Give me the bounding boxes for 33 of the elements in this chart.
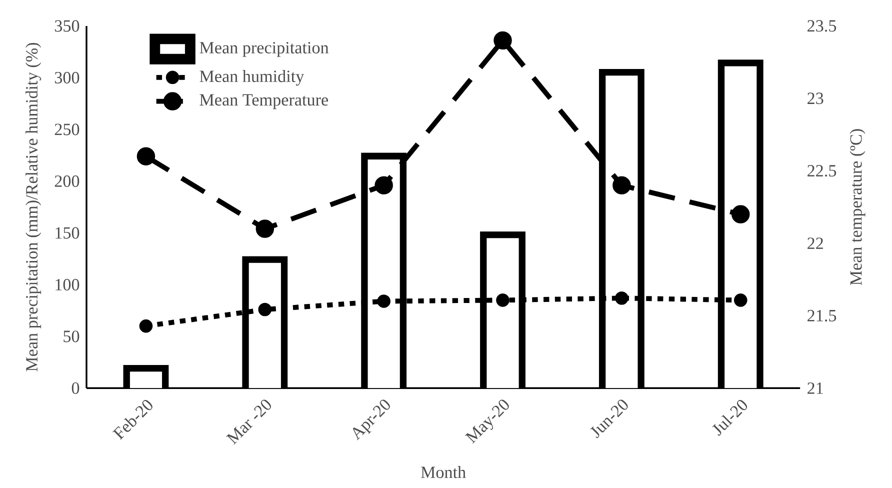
y-tick-label: 50: [64, 330, 80, 342]
y2-tick-label: 21: [808, 382, 823, 394]
point: [734, 293, 748, 307]
point: [136, 147, 156, 166]
point: [256, 220, 274, 238]
point: [615, 291, 628, 305]
y-tick-label: 200: [54, 175, 80, 187]
y-tick-label: 350: [54, 20, 80, 32]
y2-axis-title: Mean temperature (ºC): [850, 129, 866, 286]
y-tick-label: 150: [56, 227, 80, 239]
y-tick-label: 250: [54, 124, 80, 136]
legend-label: Mean Temperature: [200, 94, 328, 110]
point: [139, 319, 153, 333]
y2-tick-label: 23.5: [808, 20, 836, 32]
legend-label: Mean precipitation: [200, 42, 329, 57]
y2-tick-label: 21.5: [808, 310, 836, 322]
y-axis-title: Mean precipitation (mm)/Relative humidity (%): [26, 42, 42, 372]
y-tick-label: 300: [54, 72, 80, 84]
point: [612, 176, 631, 194]
y2-tick-label: 22: [808, 238, 823, 249]
y2-tick-label: 23: [808, 92, 824, 104]
point: [496, 293, 510, 307]
point: [377, 294, 390, 308]
point: [731, 205, 750, 224]
y-tick-label: 0: [72, 382, 80, 394]
x-tick-label: Mar -20: [226, 400, 271, 445]
x-axis-title: Month: [420, 466, 466, 478]
y2-tick-label: 22.5: [808, 164, 836, 177]
point: [374, 176, 393, 194]
y-tick-label: 100: [56, 278, 80, 290]
point: [494, 31, 512, 50]
point: [258, 302, 272, 316]
legend-label: Mean humidity: [200, 70, 304, 86]
